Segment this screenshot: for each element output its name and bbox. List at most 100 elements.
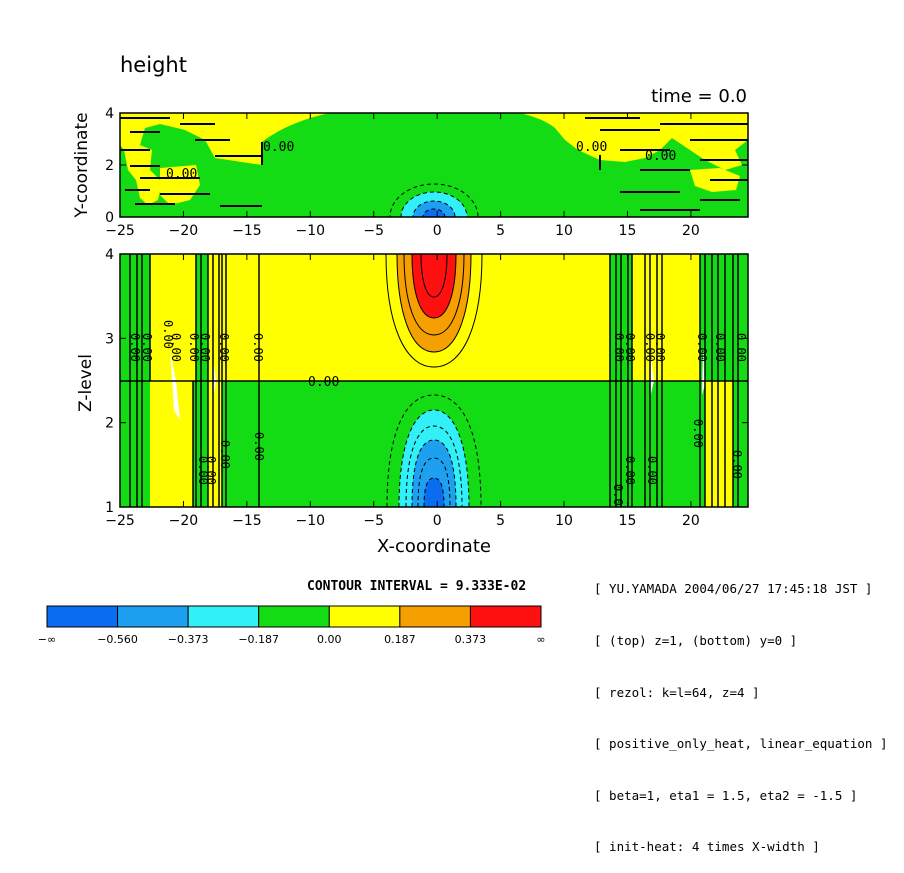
colorbar-swatch: [469, 605, 542, 628]
y-tick-label: 3: [105, 331, 114, 347]
bottom-left-yellow-strip: [150, 381, 193, 507]
colorbar: −∞ −0.560 −0.373 −0.187 0.00 0.187 0.373 ∞: [38, 605, 546, 646]
colorbar-level-label: −0.187: [238, 633, 279, 646]
svg-text:0.00: 0.00: [653, 333, 667, 362]
meta-line-6: [ init-heat: 4 times X-width ]: [594, 839, 820, 855]
bottom-xlabel: X-coordinate: [377, 536, 491, 557]
svg-text:0.00: 0.00: [691, 419, 705, 448]
svg-text:0.00: 0.00: [198, 333, 212, 362]
meta-line-1: [ YU.YAMADA 2004/06/27 17:45:18 JST ]: [594, 581, 873, 597]
svg-text:0.00: 0.00: [734, 333, 748, 362]
svg-text:0.00: 0.00: [217, 333, 231, 362]
top-contour-label-1: 0.00: [263, 140, 294, 155]
svg-text:0.00: 0.00: [643, 333, 657, 362]
bottom-pos-contour-5: [385, 254, 483, 368]
figure-title: height: [120, 53, 187, 77]
run-metadata: [ YU.YAMADA 2004/06/27 17:45:18 JST ] [ …: [594, 546, 888, 873]
colorbar-level-label: −∞: [38, 633, 56, 646]
bottom-neg-region-2: [412, 440, 456, 507]
svg-text:0.00: 0.00: [161, 320, 175, 349]
top-contour-labels: 0.00 0.00 0.00 0.00: [166, 140, 676, 182]
x-tick-label: −5: [363, 513, 384, 529]
meta-line-2: [ (top) z=1, (bottom) y=0 ]: [594, 633, 798, 649]
bottom-plot-frame: [119, 253, 749, 508]
colorbar-swatch: [328, 605, 401, 628]
svg-text:0.00: 0.00: [611, 484, 625, 513]
bottom-pos-contour-1: [396, 254, 472, 353]
svg-text:0.00: 0.00: [695, 333, 709, 362]
colorbar-level-label: 0.00: [317, 633, 342, 646]
bottom-panel: 0.00 0.00 0.00 0.00 0.00 0.00 0.00 0.00 …: [76, 247, 749, 557]
top-neg-contour-4: [389, 183, 479, 217]
x-tick-label: −15: [232, 223, 262, 239]
bottom-strip-labels: 0.00 0.00 0.00 0.00 0.00 0.00 0.00 0.00 …: [128, 320, 748, 513]
svg-text:0.00: 0.00: [623, 333, 637, 362]
svg-text:0.00: 0.00: [128, 333, 142, 362]
bottom-left-green-strip: [120, 254, 150, 381]
top-neg-contour-1: [400, 191, 468, 217]
colorbar-level-label: −0.373: [168, 633, 209, 646]
svg-text:0.00: 0.00: [218, 440, 232, 469]
y-tick-label: 2: [105, 158, 114, 174]
top-x-ticks: −25 −20 −15 −10 −5 0 5 10 15 20: [105, 113, 700, 239]
x-tick-label: 20: [682, 513, 700, 529]
x-tick-label: −20: [169, 223, 199, 239]
top-panel: 0.00 0.00 0.00 0.00 Y-coordinate 0 2 4 −25…: [72, 106, 749, 239]
svg-text:0.00: 0.00: [251, 333, 265, 362]
bottom-x-ticks: −25 −20 −15 −10 −5 0 5 10 15 20: [105, 254, 700, 529]
top-left-yellow-region: [120, 113, 330, 205]
colorbar-level-label: 0.187: [384, 633, 416, 646]
top-noise-contours: [120, 117, 748, 211]
svg-text:0.00: 0.00: [623, 456, 637, 485]
top-contour-label-4: 0.00: [645, 149, 676, 164]
colorbar-swatch: [258, 605, 330, 628]
x-tick-label: −25: [105, 223, 135, 239]
bottom-pos-contour-2: [403, 254, 465, 336]
colorbar-level-label: −0.560: [97, 633, 138, 646]
bottom-contour-fill: 0.00 0.00 0.00 0.00 0.00 0.00 0.00 0.00 …: [120, 254, 748, 513]
svg-text:0.00: 0.00: [730, 450, 744, 479]
x-tick-label: −25: [105, 513, 135, 529]
y-tick-label: 2: [105, 416, 114, 432]
x-tick-label: 15: [619, 223, 637, 239]
colorbar-swatch: [399, 605, 471, 628]
x-tick-label: 10: [555, 223, 573, 239]
svg-text:0.00: 0.00: [196, 456, 210, 485]
bottom-neg-contours: [386, 394, 482, 507]
bottom-ylabel: Z-level: [76, 354, 96, 412]
colorbar-level-label: ∞: [536, 633, 545, 646]
top-neg-contour-2: [412, 200, 456, 217]
x-tick-label: 0: [433, 223, 442, 239]
top-contour-fill: [120, 113, 748, 217]
y-tick-label: 1: [105, 500, 114, 516]
svg-text:0.00: 0.00: [713, 333, 727, 362]
svg-text:0.00: 0.00: [645, 456, 659, 485]
x-tick-label: −10: [296, 223, 326, 239]
colorbar-swatch: [187, 605, 260, 628]
bottom-pos-contour-4: [420, 254, 448, 298]
bottom-right-green-strip-2: [700, 254, 748, 381]
meta-line-5: [ beta=1, eta1 = 1.5, eta2 = -1.5 ]: [594, 787, 858, 803]
bottom-right-yellow-strip: [705, 381, 733, 507]
x-tick-label: 10: [555, 513, 573, 529]
svg-text:0.00: 0.00: [252, 432, 266, 461]
colorbar-level-label: 0.373: [455, 633, 487, 646]
bottom-left-strip-2: [196, 254, 208, 381]
top-ylabel: Y-coordinate: [72, 112, 92, 218]
top-neg-contour-3: [422, 208, 446, 217]
colorbar-swatch: [46, 605, 119, 628]
x-tick-label: 5: [496, 513, 505, 529]
meta-line-3: [ rezol: k=l=64, z=4 ]: [594, 684, 760, 700]
x-tick-label: −20: [169, 513, 199, 529]
x-tick-label: 0: [433, 513, 442, 529]
top-contour-label-2: 0.00: [576, 140, 607, 155]
bottom-neg-region-3: [424, 478, 444, 507]
bottom-zero-contour-label: 0.00: [308, 375, 339, 390]
time-label: time = 0.0: [651, 86, 747, 107]
top-y-ticks: 0 2 4: [105, 106, 748, 226]
x-tick-label: 20: [682, 223, 700, 239]
y-tick-label: 4: [105, 247, 114, 263]
meta-line-4: [ positive_only_heat, linear_equation ]: [594, 736, 888, 752]
bottom-pos-region-2: [412, 254, 456, 318]
top-neg-region-3: [423, 209, 445, 217]
